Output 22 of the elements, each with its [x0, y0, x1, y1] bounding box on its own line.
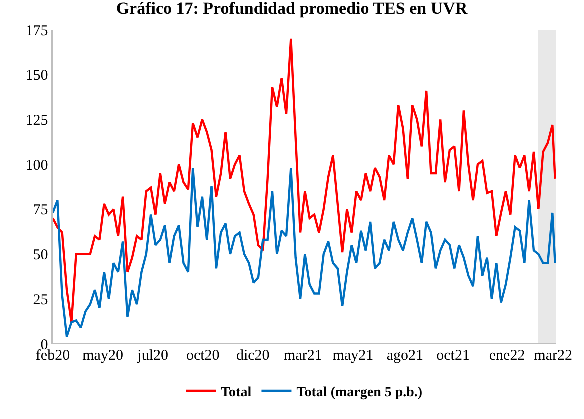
- y-tick-label: 125: [26, 112, 48, 129]
- chart-title: Gráfico 17: Profundidad promedio TES en UVR: [116, 0, 468, 18]
- y-tick-label: 100: [26, 158, 48, 174]
- line-series: [53, 38, 556, 324]
- x-tick-label: may21: [332, 348, 374, 364]
- y-tick-label: 150: [26, 68, 48, 84]
- y-tick-label: 75: [33, 202, 48, 219]
- x-tick-label: mar21: [284, 348, 322, 364]
- x-tick-label: mar22: [534, 348, 572, 364]
- x-tick-label: ago21: [386, 348, 424, 364]
- legend-label: Total: [221, 385, 252, 400]
- legend-label: Total (margen 5 p.b.): [296, 385, 423, 400]
- x-tick-label: oct20: [186, 348, 220, 364]
- line-series: [53, 167, 556, 338]
- x-tick-label: ene22: [489, 348, 526, 364]
- y-tick-label: 50: [33, 248, 48, 264]
- y-tick-label: 175: [26, 23, 48, 40]
- x-tick-label: dic20: [236, 348, 270, 364]
- x-tick-label: jul20: [136, 348, 168, 364]
- y-tick-label: 25: [33, 292, 48, 308]
- x-tick-label: may20: [82, 348, 124, 364]
- x-tick-label: oct21: [436, 348, 470, 364]
